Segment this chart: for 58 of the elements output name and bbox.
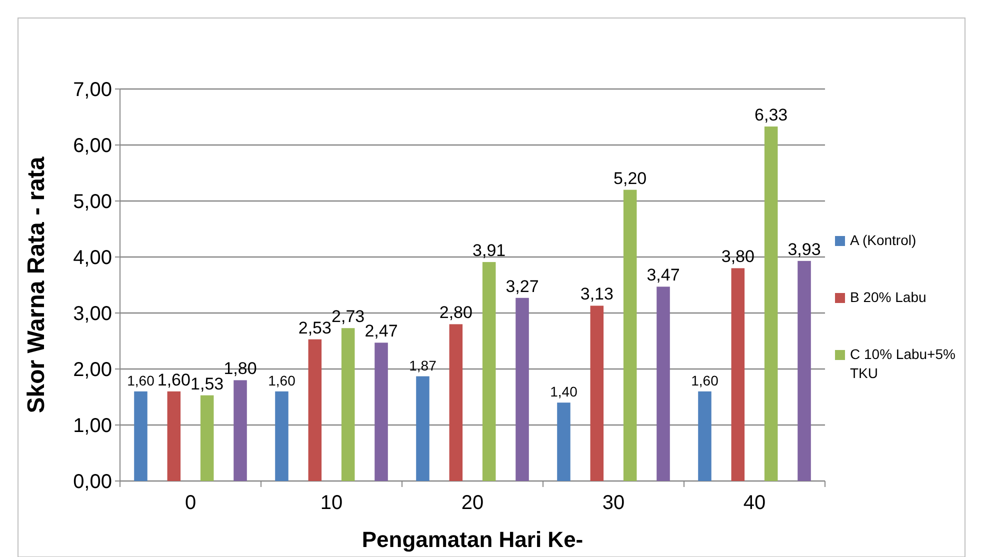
bar: [134, 391, 148, 481]
y-tick-label: 7,00: [73, 79, 112, 101]
bar: [798, 260, 811, 481]
legend-label: A (Kontrol): [850, 232, 916, 248]
bar: [449, 324, 463, 481]
data-label: 5,20: [614, 168, 647, 188]
bar: [516, 298, 529, 481]
y-tick-label: 2,00: [73, 359, 112, 381]
bar: [698, 391, 712, 481]
data-label: 3,27: [506, 276, 539, 296]
data-label: 2,47: [364, 322, 398, 341]
bar: [557, 402, 570, 481]
x-tick-label: 10: [320, 492, 343, 514]
bar: [731, 268, 745, 481]
bar: [416, 376, 430, 481]
bar: [167, 391, 181, 481]
legend-label: B 20% Labu: [850, 289, 926, 305]
data-label: 1,87: [409, 357, 437, 374]
x-axis-title: Pengamatan Hari Ke-: [362, 527, 584, 552]
data-label: 1,60: [268, 372, 296, 388]
bar: [656, 286, 670, 481]
bar: [234, 380, 247, 481]
bar: [482, 262, 496, 481]
x-tick-label: 0: [184, 492, 196, 514]
bar: [308, 339, 322, 481]
data-label: 3,91: [472, 241, 506, 260]
bar: [764, 126, 778, 481]
data-label: 1,60: [157, 370, 190, 390]
data-label: 3,80: [721, 247, 754, 266]
bar: [374, 342, 388, 481]
data-label: 3,13: [580, 284, 614, 304]
data-label: 1,80: [224, 359, 257, 378]
y-tick-label: 0,00: [73, 471, 112, 493]
data-label: 1,60: [691, 372, 719, 388]
y-axis-title: Skor Warna Rata - rata: [23, 156, 50, 414]
y-tick-label: 1,00: [73, 415, 112, 437]
y-tick-label: 3,00: [73, 303, 112, 325]
y-tick-label: 6,00: [73, 135, 112, 157]
x-tick-label: 20: [461, 492, 484, 514]
bar: [275, 391, 288, 481]
data-label: 6,33: [754, 106, 788, 125]
data-label: 3,93: [788, 240, 821, 259]
data-label: 1,53: [190, 374, 224, 394]
x-tick-label: 30: [602, 492, 625, 514]
bar: [341, 328, 355, 481]
data-label: 3,47: [646, 266, 680, 285]
bar: [623, 190, 637, 481]
data-label: 1,60: [127, 372, 155, 388]
legend-label: C 10% Labu+5% TKU: [850, 346, 956, 381]
y-tick-label: 5,00: [73, 191, 112, 213]
x-tick-label: 40: [743, 492, 766, 514]
data-label: 2,73: [332, 307, 365, 326]
data-label: 2,80: [439, 303, 472, 322]
data-label: 1,40: [550, 384, 578, 400]
bar: [200, 395, 214, 481]
y-tick-label: 4,00: [73, 247, 112, 269]
bar: [590, 306, 604, 481]
data-label: 2,53: [298, 318, 332, 338]
